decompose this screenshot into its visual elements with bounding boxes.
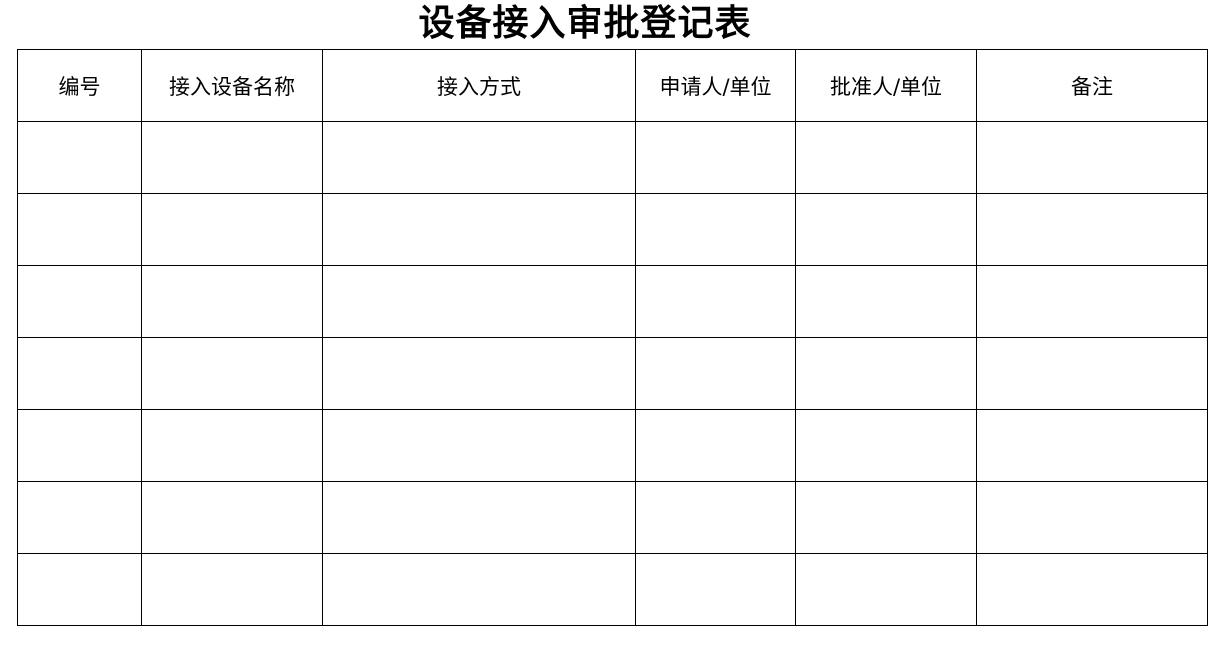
cell-number	[17, 121, 142, 194]
cell-remarks	[976, 553, 1208, 626]
header-row: 编号 接入设备名称 接入方式 申请人/单位 批准人/单位 备注	[17, 49, 1208, 122]
table-row	[17, 553, 1208, 626]
table-row	[17, 337, 1208, 410]
cell-device-name	[141, 121, 323, 194]
cell-device-name	[141, 553, 323, 626]
cell-device-name	[141, 337, 323, 410]
registration-table: 编号 接入设备名称 接入方式 申请人/单位 批准人/单位 备注	[17, 49, 1208, 626]
cell-approver	[795, 409, 977, 482]
cell-access-method	[322, 193, 636, 266]
header-approver: 批准人/单位	[795, 49, 977, 122]
header-access-method: 接入方式	[322, 49, 636, 122]
cell-number	[17, 193, 142, 266]
cell-remarks	[976, 121, 1208, 194]
header-remarks: 备注	[976, 49, 1208, 122]
cell-applicant	[635, 409, 796, 482]
header-number: 编号	[17, 49, 142, 122]
cell-access-method	[322, 337, 636, 410]
cell-approver	[795, 121, 977, 194]
cell-approver	[795, 481, 977, 554]
header-applicant: 申请人/单位	[635, 49, 796, 122]
cell-approver	[795, 265, 977, 338]
cell-approver	[795, 337, 977, 410]
cell-number	[17, 481, 142, 554]
cell-access-method	[322, 481, 636, 554]
cell-device-name	[141, 409, 323, 482]
cell-number	[17, 553, 142, 626]
cell-device-name	[141, 481, 323, 554]
cell-remarks	[976, 265, 1208, 338]
cell-device-name	[141, 193, 323, 266]
cell-number	[17, 409, 142, 482]
cell-approver	[795, 193, 977, 266]
header-device-name: 接入设备名称	[141, 49, 323, 122]
table-row	[17, 265, 1208, 338]
cell-applicant	[635, 337, 796, 410]
document-title: 设备接入审批登记表	[418, 2, 752, 44]
cell-applicant	[635, 481, 796, 554]
cell-access-method	[322, 409, 636, 482]
cell-applicant	[635, 265, 796, 338]
table-row	[17, 193, 1208, 266]
cell-access-method	[322, 265, 636, 338]
cell-access-method	[322, 553, 636, 626]
cell-applicant	[635, 553, 796, 626]
cell-applicant	[635, 121, 796, 194]
cell-approver	[795, 553, 977, 626]
table-row	[17, 121, 1208, 194]
table-row	[17, 481, 1208, 554]
cell-number	[17, 337, 142, 410]
cell-remarks	[976, 193, 1208, 266]
cell-access-method	[322, 121, 636, 194]
cell-applicant	[635, 193, 796, 266]
cell-remarks	[976, 409, 1208, 482]
table-row	[17, 409, 1208, 482]
cell-device-name	[141, 265, 323, 338]
cell-remarks	[976, 481, 1208, 554]
cell-remarks	[976, 337, 1208, 410]
cell-number	[17, 265, 142, 338]
